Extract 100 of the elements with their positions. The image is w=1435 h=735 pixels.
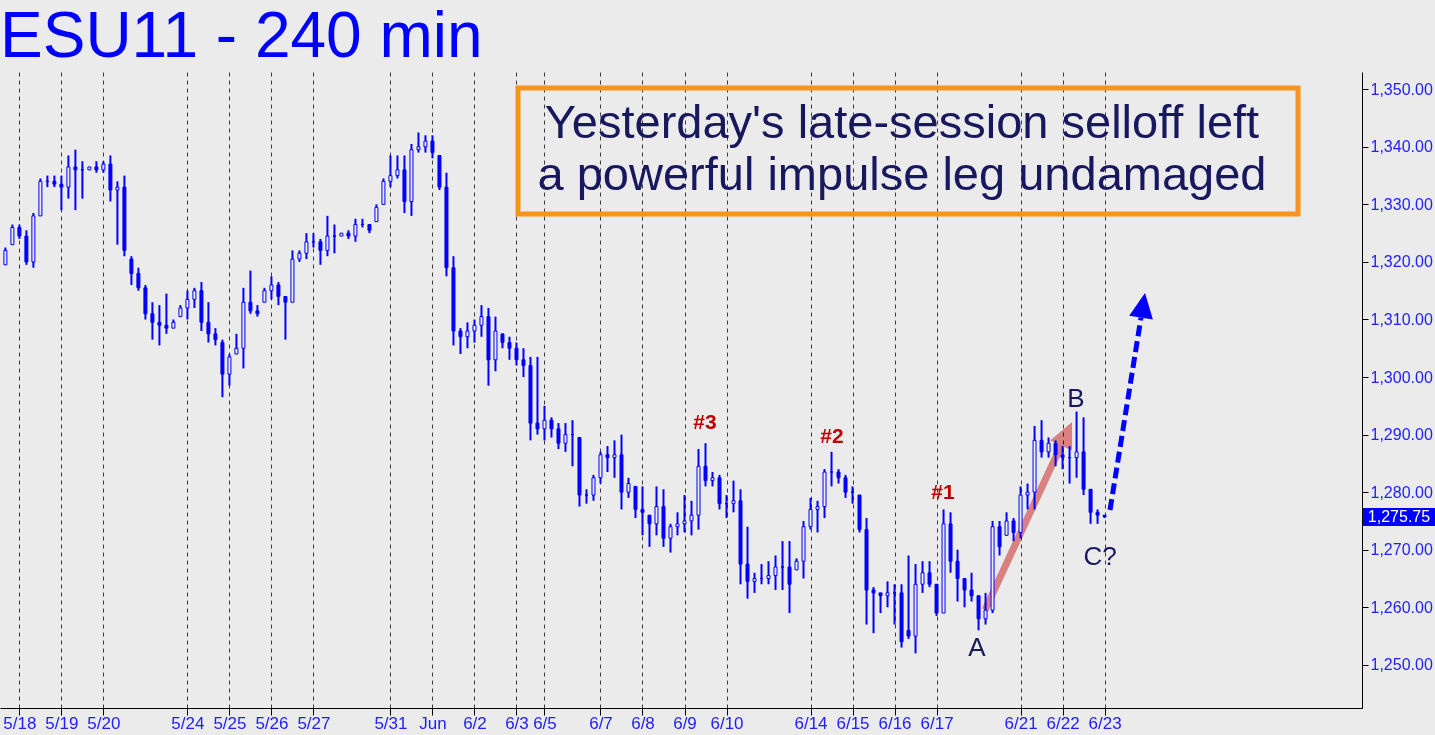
candlestick	[164, 292, 169, 335]
candlestick	[605, 445, 610, 474]
candlestick	[682, 494, 687, 534]
candlestick	[885, 580, 890, 609]
y-tick-label: 1,310.00	[1370, 310, 1433, 328]
candlestick	[1004, 511, 1009, 537]
candlestick	[416, 131, 421, 154]
candlestick	[1060, 445, 1065, 471]
candlestick	[325, 214, 330, 258]
candlestick	[1025, 482, 1030, 511]
candlestick	[276, 281, 281, 307]
candlestick	[654, 485, 659, 537]
candlestick	[318, 237, 323, 266]
x-tick-label: 5/27	[297, 713, 331, 733]
candlestick	[647, 514, 652, 548]
x-tick-label: 6/10	[710, 713, 744, 733]
candlestick	[136, 266, 141, 292]
x-tick-label: 6/9	[673, 713, 697, 733]
candlestick	[815, 499, 820, 534]
candlestick	[129, 255, 134, 286]
candlestick	[150, 301, 155, 341]
annotation: C?	[1083, 540, 1117, 571]
candlestick	[640, 485, 645, 537]
candlestick	[304, 232, 309, 261]
annotation: Yesterday's late-session selloff left a powerful impulse leg undamaged	[537, 95, 1267, 200]
candlestick	[1088, 488, 1093, 525]
x-tick-label: 6/23	[1088, 713, 1122, 733]
candlestick	[871, 586, 876, 635]
candlestick	[927, 560, 932, 589]
candlestick	[73, 148, 78, 212]
y-tick-label: 1,350.00	[1370, 80, 1433, 98]
annotation: A	[968, 632, 987, 663]
candlestick	[283, 295, 288, 341]
x-tick-label: 5/20	[87, 713, 121, 733]
y-tick-label: 1,300.00	[1370, 368, 1433, 386]
x-tick-label: 5/25	[213, 713, 247, 733]
candlestick	[66, 154, 71, 200]
candlestick	[1046, 436, 1051, 459]
candlestick	[969, 571, 974, 603]
candlestick	[115, 180, 120, 246]
annotation: #3	[693, 410, 717, 434]
candlestick	[920, 560, 925, 594]
candlestick	[479, 304, 484, 338]
candlestick	[633, 485, 638, 520]
candlestick	[206, 301, 211, 344]
candlestick	[248, 269, 253, 315]
candlestick	[514, 341, 519, 367]
x-tick-label: 6/5	[533, 713, 557, 733]
y-tick-label: 1,320.00	[1370, 253, 1433, 271]
candlestick	[962, 577, 967, 609]
candlestick	[612, 439, 617, 479]
y-tick-label: 1,340.00	[1370, 138, 1433, 156]
annotation: B	[1067, 382, 1085, 413]
candlestick	[563, 422, 568, 453]
x-tick-label: 6/8	[631, 713, 655, 733]
x-tick-label: 6/22	[1046, 713, 1080, 733]
candlestick	[598, 450, 603, 485]
candlestick	[388, 154, 393, 189]
candlestick	[1011, 517, 1016, 543]
x-tick-label: 6/15	[836, 713, 870, 733]
x-tick-label: 6/7	[589, 713, 613, 733]
candlestick	[752, 571, 757, 594]
x-tick-label: 5/18	[3, 713, 37, 733]
chart-title: ESU11 - 240 min	[0, 0, 483, 71]
candlestick	[1039, 419, 1044, 459]
candlestick	[843, 473, 848, 499]
candlestick	[780, 540, 785, 592]
candlestick	[773, 554, 778, 592]
candlestick	[549, 416, 554, 439]
x-tick-label: 5/24	[171, 713, 205, 733]
candlestick	[1053, 439, 1058, 468]
candlestick	[745, 525, 750, 600]
x-tick-label: 5/19	[45, 713, 79, 733]
candlestick	[808, 496, 813, 531]
candlestick	[192, 286, 197, 309]
candlestick	[626, 476, 631, 499]
candlestick	[689, 499, 694, 537]
candlestick	[430, 134, 435, 160]
x-tick-label: 6/21	[1004, 713, 1038, 733]
candlestick	[458, 327, 463, 356]
candlestick	[997, 519, 1002, 557]
x-tick-label: 5/31	[374, 713, 408, 733]
x-tick-label: Jun	[419, 713, 447, 733]
candlestick	[269, 275, 274, 301]
x-tick-label: 5/26	[255, 713, 289, 733]
candlestick	[892, 583, 897, 626]
candlestick	[395, 154, 400, 180]
candlestick	[983, 591, 988, 626]
x-tick-label: 6/17	[920, 713, 954, 733]
y-tick-label: 1,290.00	[1370, 426, 1433, 444]
x-tick-label: 6/2	[463, 713, 487, 733]
candlestick	[955, 548, 960, 603]
candlestick	[59, 174, 64, 212]
candlestick	[1074, 410, 1079, 479]
annotation: #2	[820, 423, 844, 447]
candlestick	[521, 347, 526, 379]
text: 1,275.75	[1367, 508, 1431, 525]
annotation: #1	[931, 480, 955, 504]
candlestick	[675, 511, 680, 537]
candlestick	[668, 522, 673, 554]
